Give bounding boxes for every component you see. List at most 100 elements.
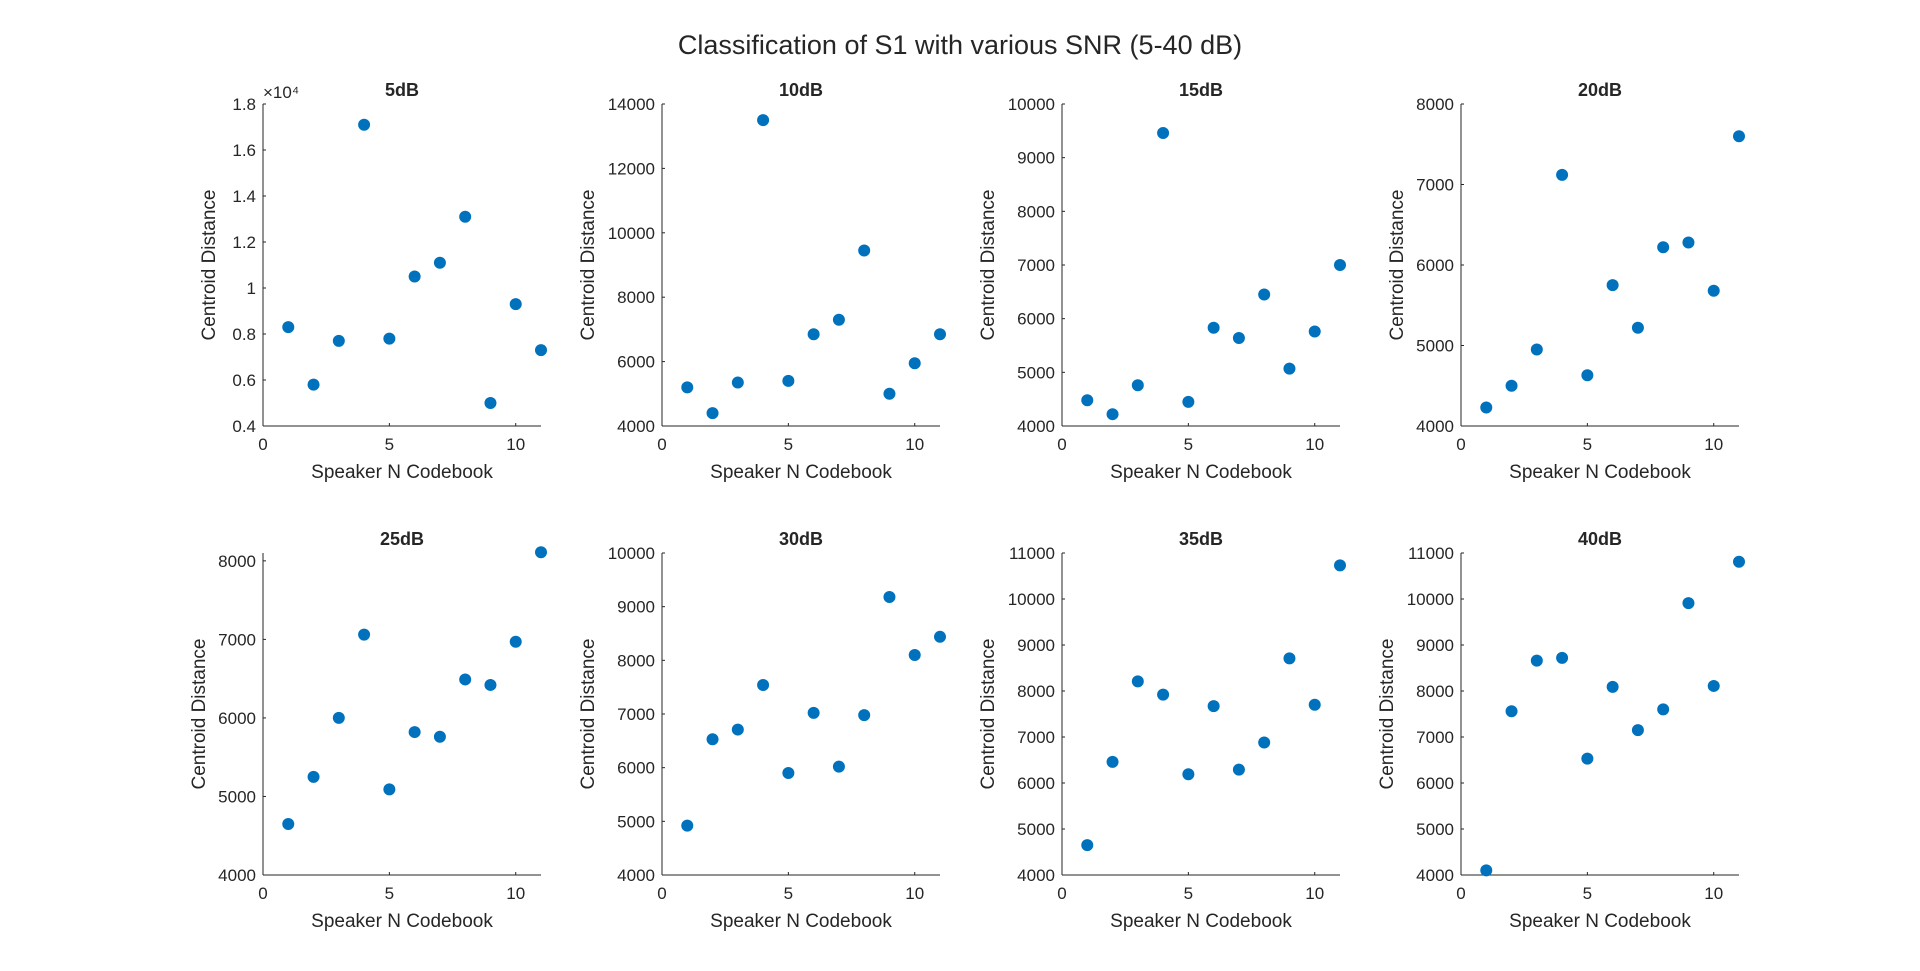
data-point [459, 210, 472, 223]
data-point [1106, 408, 1119, 421]
y-tick-label: 6000 [1017, 310, 1055, 329]
y-axis-label: Centroid Distance [978, 189, 999, 340]
data-point [1232, 331, 1245, 344]
data-point [1157, 688, 1170, 701]
y-tick-label: 7000 [1017, 256, 1055, 275]
data-point [1480, 401, 1493, 414]
y-axis-label: Centroid Distance [578, 638, 599, 789]
x-tick-label: 10 [1704, 435, 1723, 454]
y-tick-label: 4000 [1416, 866, 1454, 885]
y-axis-label: Centroid Distance [199, 189, 220, 340]
data-point [408, 726, 421, 739]
x-tick-label: 0 [657, 884, 666, 903]
x-tick-label: 0 [1456, 435, 1465, 454]
x-axis-label: Speaker N Codebook [710, 911, 892, 932]
x-tick-label: 0 [1456, 884, 1465, 903]
data-point [1733, 555, 1745, 568]
x-tick-label: 5 [1184, 884, 1193, 903]
data-point [1581, 369, 1594, 382]
data-point [832, 313, 845, 326]
data-point [1081, 839, 1094, 852]
data-point [858, 709, 871, 722]
data-point [535, 344, 547, 357]
x-tick-label: 0 [258, 884, 267, 903]
subplot-title: 35dB [1179, 529, 1223, 549]
data-point [1131, 379, 1144, 392]
data-point [807, 328, 820, 341]
data-point [358, 628, 371, 641]
y-tick-label: 5000 [1017, 820, 1055, 839]
data-point [1556, 651, 1569, 664]
data-point [1334, 259, 1346, 271]
data-point [484, 397, 497, 409]
x-tick-label: 5 [1184, 435, 1193, 454]
y-tick-label: 6000 [218, 709, 256, 728]
y-tick-label: 8000 [1416, 95, 1454, 114]
subplot-1: 0 5 10 0.4 0.6 0.8 1 1.2 1.4 1.6 1.8 ×10⁴ 5dB Speaker… [199, 80, 547, 483]
y-tick-label: 5000 [218, 787, 256, 806]
data-point [908, 648, 921, 661]
data-point [832, 760, 845, 773]
data-point [383, 332, 396, 345]
data-point [807, 706, 820, 719]
data-point [757, 114, 770, 127]
x-tick-label: 10 [905, 884, 924, 903]
data-point [1232, 763, 1245, 776]
data-point [282, 321, 295, 334]
subplot-title: 40dB [1578, 529, 1622, 549]
x-axis-label: Speaker N Codebook [1509, 911, 1691, 932]
subplot-title: 25dB [380, 529, 424, 549]
data-point [1707, 284, 1720, 297]
data-point [1682, 597, 1695, 610]
data-point [908, 357, 921, 370]
y-tick-label: 11000 [1408, 544, 1454, 563]
data-point [757, 679, 770, 692]
data-point [1505, 705, 1518, 718]
y-tick-label: 6000 [1416, 774, 1454, 793]
data-point [1131, 675, 1144, 688]
subplot-title: 10dB [779, 80, 823, 100]
x-tick-label: 10 [506, 884, 525, 903]
x-tick-label: 5 [784, 435, 793, 454]
data-point [332, 334, 345, 347]
data-point [883, 387, 896, 400]
data-point [1081, 394, 1094, 407]
subplot-title: 15dB [1179, 80, 1223, 100]
data-point [1182, 395, 1195, 408]
y-axis-label: Centroid Distance [578, 189, 599, 340]
y-tick-label: 10000 [608, 544, 655, 563]
data-point [459, 673, 472, 686]
y-tick-label: 8000 [218, 552, 256, 571]
data-point [1657, 241, 1670, 254]
y-tick-label: 10000 [1008, 95, 1055, 114]
data-point [681, 381, 694, 394]
data-point [782, 767, 795, 780]
x-tick-label: 5 [385, 435, 394, 454]
x-axis-label: Speaker N Codebook [311, 911, 493, 932]
x-tick-label: 10 [1305, 435, 1324, 454]
data-point [282, 817, 295, 830]
y-tick-label: 4000 [1017, 866, 1055, 885]
y-tick-label: 1.4 [232, 187, 256, 206]
subplot-7: 0 5 10 4000 5000 6000 7000 8000 9000 10000 11000 35… [978, 529, 1346, 932]
y-tick-label: 4000 [1017, 417, 1055, 436]
data-point [307, 378, 320, 391]
data-point [883, 591, 896, 604]
x-tick-label: 10 [905, 435, 924, 454]
data-point [706, 733, 719, 746]
x-axis-label: Speaker N Codebook [1509, 462, 1691, 483]
x-axis-label: Speaker N Codebook [1110, 462, 1292, 483]
y-tick-label: 6000 [617, 353, 655, 372]
data-point [1258, 288, 1271, 301]
data-point [484, 678, 497, 691]
y-tick-label: 7000 [1416, 728, 1454, 747]
y-tick-label: 8000 [1017, 202, 1055, 221]
y-tick-label: 5000 [1017, 363, 1055, 382]
y-tick-label: 9000 [1017, 149, 1055, 168]
data-point [1530, 654, 1543, 667]
data-point [1157, 126, 1170, 139]
data-point [1258, 736, 1271, 749]
y-tick-label: 1 [247, 279, 256, 298]
subplot-8: 0 5 10 4000 5000 6000 7000 8000 9000 10000 11000 40… [1377, 529, 1745, 932]
x-tick-label: 10 [1704, 884, 1723, 903]
